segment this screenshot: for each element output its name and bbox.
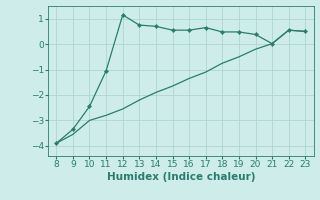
X-axis label: Humidex (Indice chaleur): Humidex (Indice chaleur) xyxy=(107,172,255,182)
